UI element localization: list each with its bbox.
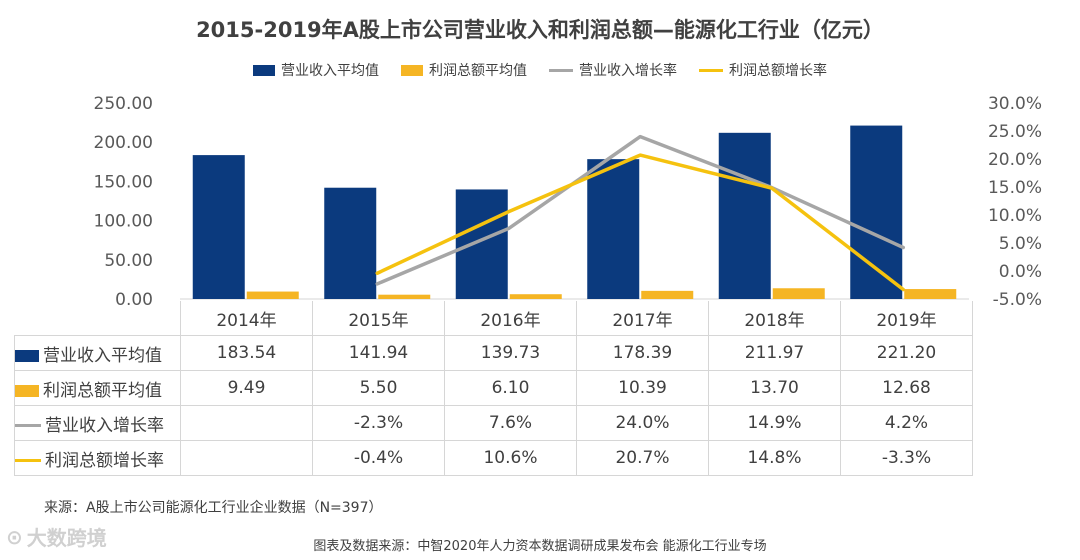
row-label-revenue-growth: 营业收入增长率: [14, 405, 181, 441]
table-header-year: 2014年: [180, 301, 313, 336]
y-left-tick-label: 200.00: [94, 133, 153, 153]
table-row-profit-growth: 利润总额增长率 -0.4% 10.6% 20.7% 14.8% -3.3%: [14, 440, 973, 476]
table-row-profit-avg: 利润总额平均值 9.49 5.50 6.10 10.39 13.70 12.68: [14, 370, 973, 406]
table-cell: 221.20: [840, 335, 973, 371]
row-label-text: 营业收入平均值: [43, 345, 162, 366]
legend-item-profit-growth: 利润总额增长率: [699, 60, 827, 80]
legend: 营业收入平均值 利润总额平均值 营业收入增长率 利润总额增长率: [0, 60, 1080, 80]
bar-revenue-avg: [850, 125, 903, 300]
y-left-tick-label: 50.00: [104, 251, 153, 271]
bar-profit-avg: [509, 294, 562, 299]
table-cell: 141.94: [312, 335, 445, 371]
legend-item-revenue-avg: 营业收入平均值: [253, 60, 379, 80]
chart-plot: 0.0050.00100.00150.00200.00250.00-5.0%0.…: [94, 94, 1042, 310]
y-right-tick-label: 30.0%: [988, 94, 1042, 114]
table-cell: [180, 440, 313, 476]
table-cell: 139.73: [444, 335, 577, 371]
y-left-tick-label: 100.00: [94, 212, 153, 232]
table-cell: 6.10: [444, 370, 577, 406]
legend-swatch-profit-growth: [699, 68, 723, 72]
table-cell: 24.0%: [576, 405, 709, 441]
table-header-row: 2014年 2015年 2016年 2017年 2018年 2019年: [14, 301, 973, 336]
table-header-year: 2019年: [840, 301, 973, 336]
table-corner: [14, 301, 181, 336]
table-header-year: 2018年: [708, 301, 841, 336]
table-header-year: 2015年: [312, 301, 445, 336]
watermark: ⊙ 大数跨境: [6, 522, 107, 551]
legend-swatch-profit-avg: [401, 64, 423, 76]
y-right-tick-label: 20.0%: [988, 150, 1042, 170]
table-cell: 9.49: [180, 370, 313, 406]
table-cell: 10.39: [576, 370, 709, 406]
y-right-tick-label: -5.0%: [993, 290, 1042, 310]
table-cell: 14.9%: [708, 405, 841, 441]
watermark-logo-icon: ⊙: [6, 524, 23, 549]
table-cell: -0.4%: [312, 440, 445, 476]
table-cell: 12.68: [840, 370, 973, 406]
data-table: 2014年 2015年 2016年 2017年 2018年 2019年 营业收入…: [14, 301, 973, 476]
table-cell: [180, 405, 313, 441]
table-header-year: 2016年: [444, 301, 577, 336]
table-cell: 4.2%: [840, 405, 973, 441]
bar-profit-avg: [641, 290, 694, 299]
legend-label-profit-growth: 利润总额增长率: [729, 63, 827, 79]
table-row-revenue-growth: 营业收入增长率 -2.3% 7.6% 24.0% 14.9% 4.2%: [14, 405, 973, 441]
bar-revenue-avg: [455, 189, 508, 299]
y-right-tick-label: 25.0%: [988, 122, 1042, 142]
legend-swatch-revenue-growth: [549, 68, 573, 72]
y-right-tick-label: 0.0%: [999, 262, 1042, 282]
row-label-text: 利润总额增长率: [45, 450, 164, 471]
legend-label-revenue-growth: 营业收入增长率: [579, 63, 677, 79]
y-right-tick-label: 5.0%: [999, 234, 1042, 254]
y-right-tick-label: 15.0%: [988, 178, 1042, 198]
row-key-revenue-growth: [15, 424, 41, 427]
legend-item-revenue-growth: 营业收入增长率: [549, 60, 677, 80]
y-left-tick-label: 250.00: [94, 94, 153, 114]
row-key-revenue-avg: [15, 349, 39, 362]
watermark-text: 大数跨境: [26, 526, 107, 550]
bar-profit-avg: [246, 291, 299, 299]
row-label-text: 利润总额平均值: [43, 380, 162, 401]
table-cell: 20.7%: [576, 440, 709, 476]
chart-title: 2015-2019年A股上市公司营业收入和利润总额—能源化工行业（亿元）: [196, 18, 884, 42]
row-label-profit-growth: 利润总额增长率: [14, 440, 181, 476]
table-cell: -3.3%: [840, 440, 973, 476]
bar-profit-avg: [772, 288, 825, 299]
footer-note: 图表及数据来源：中智2020年人力资本数据调研成果发布会 能源化工行业专场: [313, 539, 767, 554]
table-cell: 14.8%: [708, 440, 841, 476]
table-row-revenue-avg: 营业收入平均值 183.54 141.94 139.73 178.39 211.…: [14, 335, 973, 371]
bar-revenue-avg: [324, 187, 377, 299]
bar-profit-avg: [904, 289, 957, 299]
row-label-profit-avg: 利润总额平均值: [14, 370, 181, 406]
table-cell: 10.6%: [444, 440, 577, 476]
table-cell: 178.39: [576, 335, 709, 371]
row-label-text: 营业收入增长率: [45, 415, 164, 436]
table-cell: 7.6%: [444, 405, 577, 441]
table-header-year: 2017年: [576, 301, 709, 336]
table-cell: 13.70: [708, 370, 841, 406]
bar-revenue-avg: [718, 132, 771, 299]
bar-revenue-avg: [587, 159, 640, 299]
row-label-revenue-avg: 营业收入平均值: [14, 335, 181, 371]
legend-label-revenue-avg: 营业收入平均值: [281, 63, 379, 79]
y-right-tick-label: 10.0%: [988, 206, 1042, 226]
bar-profit-avg: [378, 294, 431, 299]
table-cell: 183.54: [180, 335, 313, 371]
y-left-tick-label: 150.00: [94, 172, 153, 192]
row-key-profit-growth: [15, 459, 41, 462]
table-cell: -2.3%: [312, 405, 445, 441]
legend-label-profit-avg: 利润总额平均值: [429, 63, 527, 79]
table-cell: 5.50: [312, 370, 445, 406]
bar-revenue-avg: [192, 155, 245, 299]
table-cell: 211.97: [708, 335, 841, 371]
source-note: 来源：A股上市公司能源化工行业企业数据（N=397）: [44, 500, 383, 516]
row-key-profit-avg: [15, 384, 39, 397]
legend-swatch-revenue-avg: [253, 64, 275, 76]
legend-item-profit-avg: 利润总额平均值: [401, 60, 527, 80]
